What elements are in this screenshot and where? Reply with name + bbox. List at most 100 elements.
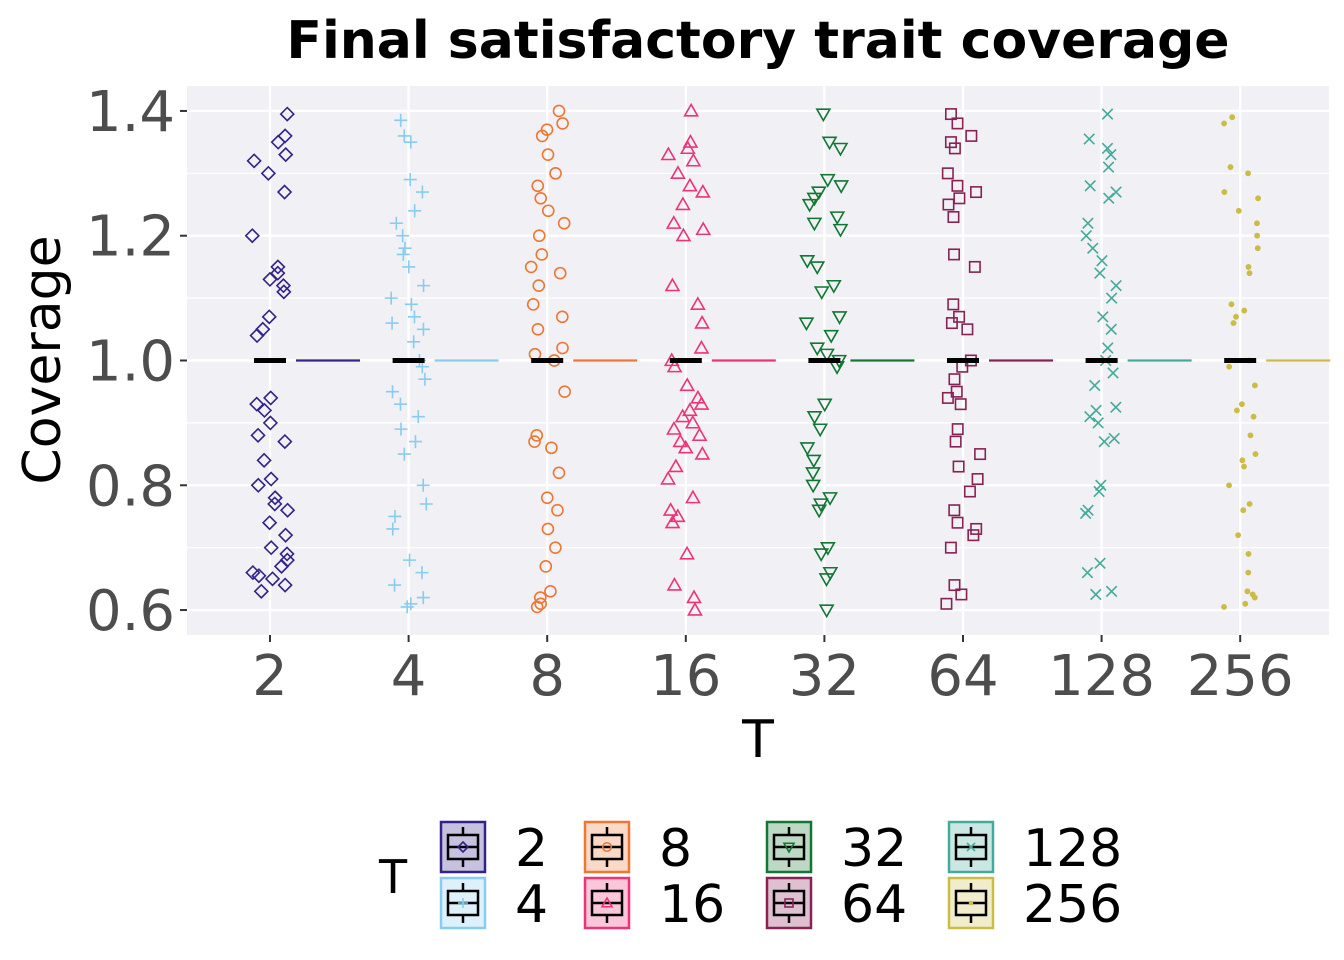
data-point-t4 (404, 135, 418, 149)
data-point-t256 (1221, 604, 1227, 610)
data-point-t2 (279, 502, 296, 518)
data-point-t128 (1096, 254, 1108, 267)
legend-item-64: 64 (765, 875, 907, 935)
data-point-t32 (825, 279, 842, 294)
data-points (244, 102, 1262, 619)
x-axis-ticks: 2 4 8 16 32 64 128 256 (252, 635, 1294, 709)
data-point-t16 (660, 470, 676, 485)
data-point-t32 (813, 548, 830, 563)
legend-label: 64 (841, 875, 907, 935)
data-point-t2 (276, 284, 292, 300)
legend-item-16: 16 (583, 875, 725, 935)
data-point-t8 (556, 117, 569, 130)
data-point-t4 (394, 113, 408, 127)
data-point-t256 (1221, 189, 1228, 195)
chart-title: Final satisfactory trait coverage (286, 11, 1229, 71)
data-point-t32 (806, 217, 823, 232)
data-point-t256 (1252, 451, 1259, 458)
data-point-t64 (942, 198, 955, 211)
data-point-t2 (277, 128, 293, 144)
x-tick-label: 256 (1187, 644, 1294, 709)
data-point-t8 (549, 167, 562, 180)
data-point-t2 (262, 415, 279, 431)
x-tick-label: 16 (650, 644, 721, 709)
data-point-t4 (415, 566, 429, 580)
data-point-t2 (267, 490, 283, 506)
data-point-t16 (675, 196, 691, 211)
data-point-t256 (1233, 313, 1239, 320)
data-point-t128 (1110, 279, 1122, 292)
data-point-t16 (682, 177, 698, 192)
data-point-t256 (1251, 382, 1258, 389)
data-point-t128 (1080, 229, 1092, 242)
data-point-t16 (660, 146, 677, 161)
data-point-t2 (261, 309, 277, 325)
data-point-t8 (545, 441, 558, 455)
data-point-t32 (815, 108, 832, 123)
data-point-t256 (1238, 401, 1245, 408)
data-point-t16 (667, 458, 684, 473)
data-point-t128 (1084, 180, 1096, 192)
x-axis-label: T (741, 710, 774, 770)
x-tick-label: 128 (1048, 644, 1155, 709)
data-point-t16 (685, 489, 701, 504)
data-point-t2 (279, 552, 295, 568)
data-point-t16 (670, 165, 686, 180)
data-point-t4 (385, 316, 399, 330)
data-point-t4 (386, 522, 400, 536)
data-point-t2 (244, 228, 260, 244)
legend-label: 2 (515, 819, 548, 879)
data-point-t64 (963, 485, 976, 498)
data-point-t64 (965, 129, 978, 142)
data-point-t8 (532, 229, 546, 243)
data-point-t32 (812, 498, 829, 513)
data-point-t4 (416, 478, 430, 492)
data-point-t2 (246, 153, 262, 169)
data-point-t4 (396, 247, 410, 261)
data-point-t256 (1249, 591, 1256, 598)
data-point-t8 (526, 298, 540, 311)
data-point-t32 (805, 467, 821, 481)
data-point-t16 (679, 545, 695, 560)
legend-label: 128 (1023, 819, 1122, 879)
data-point-t128 (1092, 417, 1104, 429)
data-point-t256 (1235, 532, 1242, 539)
data-point-t8 (544, 585, 557, 598)
data-point-t16 (695, 221, 712, 236)
legend-key-marker (784, 898, 794, 908)
data-point-t64 (944, 136, 957, 149)
data-point-t16 (689, 296, 706, 311)
legend-item-128: 128 (947, 819, 1122, 879)
legend-item-2: 2 (439, 819, 548, 879)
data-point-t128 (1101, 108, 1114, 120)
data-point-t64 (953, 310, 966, 323)
data-point-t256 (1254, 232, 1261, 239)
data-point-t256 (1245, 263, 1252, 270)
data-point-t16 (690, 389, 706, 404)
data-point-t32 (832, 223, 849, 238)
data-point-t32 (799, 442, 816, 456)
data-point-t4 (404, 297, 418, 311)
data-point-t8 (541, 148, 555, 161)
data-point-t32 (809, 261, 826, 276)
data-point-t4 (389, 216, 403, 230)
legend-label: 16 (659, 875, 725, 935)
data-point-t64 (950, 385, 963, 398)
data-point-t2 (277, 577, 293, 593)
data-point-t2 (278, 146, 294, 163)
data-point-t128 (1102, 161, 1115, 173)
data-point-t32 (829, 211, 846, 226)
data-point-t8 (528, 435, 541, 448)
data-point-t128 (1094, 557, 1106, 570)
y-tick-label: 1.0 (86, 330, 175, 395)
data-point-t32 (805, 454, 822, 469)
data-point-t4 (404, 597, 418, 611)
data-point-t256 (1239, 457, 1246, 464)
data-point-t16 (672, 433, 689, 448)
data-point-t64 (948, 504, 961, 517)
data-point-t256 (1241, 463, 1247, 470)
data-point-t8 (558, 385, 571, 399)
legend-label: 8 (659, 819, 692, 879)
data-point-t32 (813, 286, 830, 300)
data-point-t16 (682, 402, 698, 417)
